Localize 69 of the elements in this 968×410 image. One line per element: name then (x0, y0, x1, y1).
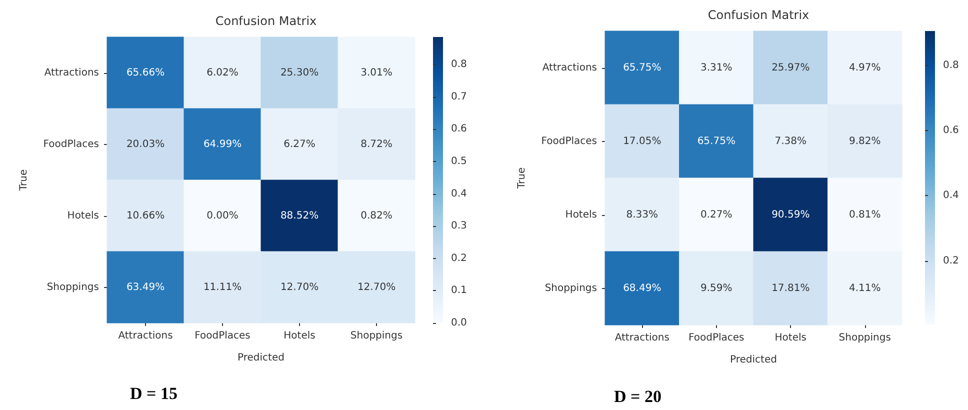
data-label: 6.02% (206, 67, 238, 78)
data-label: 90.59% (772, 209, 810, 220)
data-label: 63.49% (126, 282, 165, 293)
x-tick-label: Attractions (614, 332, 670, 344)
color-bar-label: 0.6 (943, 125, 959, 136)
x-tick-label: Shoppings (350, 330, 403, 342)
data-label: 25.30% (280, 67, 319, 78)
chart-title: Confusion Matrix (708, 8, 810, 22)
data-label: 3.01% (360, 67, 392, 78)
color-bar-label: 0.2 (451, 252, 467, 264)
data-label: 65.66% (126, 67, 165, 78)
data-label: 6.27% (284, 138, 316, 150)
y-tick-label: Attractions (44, 67, 99, 78)
y-tick-label: FoodPlaces (541, 136, 597, 147)
data-label: 17.05% (623, 136, 662, 147)
color-bar-label: 0.0 (451, 318, 467, 328)
y-tick-label: Hotels (67, 210, 99, 222)
data-label: 17.81% (772, 282, 810, 294)
data-label: 3.31% (700, 62, 732, 74)
color-bar-label: 0.3 (451, 220, 467, 232)
y-tick-label: Shoppings (46, 282, 99, 293)
color-bar-label: 0.7 (451, 91, 467, 102)
data-label: 8.33% (626, 209, 658, 220)
data-label: 11.11% (203, 282, 242, 293)
data-label: 4.97% (848, 62, 881, 74)
data-label: 10.66% (126, 210, 165, 222)
color-bar-label: 0.4 (451, 188, 467, 200)
color-bar-label: 0.2 (943, 255, 959, 266)
data-label: 9.82% (848, 136, 881, 147)
data-label: 68.49% (623, 282, 662, 294)
data-label: 8.72% (360, 138, 392, 150)
text: D = 15 (130, 384, 178, 403)
data-label: 88.52% (280, 210, 319, 222)
data-label: 64.99% (203, 138, 242, 150)
color-bar-label: 0.4 (943, 190, 959, 202)
y-tick-label: FoodPlaces (43, 138, 99, 150)
y-tick-label: Hotels (565, 209, 597, 220)
y-axis-title: True (516, 167, 528, 190)
x-tick-label: FoodPlaces (688, 332, 744, 344)
color-bar-label: 0.6 (451, 124, 467, 135)
data-label: 25.97% (772, 62, 810, 74)
y-tick-label: Attractions (542, 62, 597, 74)
data-label: 65.75% (697, 136, 736, 147)
x-tick-label: Attractions (118, 330, 173, 342)
data-label: 0.82% (360, 210, 392, 222)
x-axis-title: Predicted (238, 352, 284, 364)
data-label: 7.38% (774, 136, 807, 147)
data-label: 0.00% (206, 210, 238, 222)
color-bar-label: 0.5 (451, 156, 467, 167)
x-axis-title: Predicted (730, 354, 777, 366)
data-label: 12.70% (280, 282, 319, 293)
data-label: 0.27% (700, 209, 732, 220)
y-tick-label: Shoppings (544, 282, 597, 294)
data-label: 20.03% (126, 138, 165, 150)
data-label: 4.11% (848, 282, 881, 294)
color-bar-label: 0.1 (451, 285, 467, 296)
color-bar-label: 0.8 (943, 60, 959, 71)
y-axis-title: True (18, 169, 30, 192)
x-tick-label: Hotels (774, 332, 806, 344)
data-label: 65.75% (623, 62, 662, 74)
chart-title: Confusion Matrix (215, 14, 317, 28)
data-label: 12.70% (357, 282, 396, 293)
data-label: 9.59% (700, 282, 732, 294)
x-tick-label: Hotels (284, 330, 316, 342)
x-tick-label: Shoppings (838, 332, 891, 344)
text: D = 20 (614, 387, 662, 406)
data-label: 0.81% (848, 209, 881, 220)
color-bar-label: 0.8 (451, 59, 467, 70)
x-tick-label: FoodPlaces (194, 330, 250, 342)
